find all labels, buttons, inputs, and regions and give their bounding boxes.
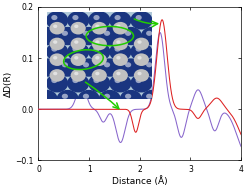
X-axis label: Distance (Å): Distance (Å): [112, 176, 168, 186]
Y-axis label: ΔD(R): ΔD(R): [3, 70, 12, 97]
